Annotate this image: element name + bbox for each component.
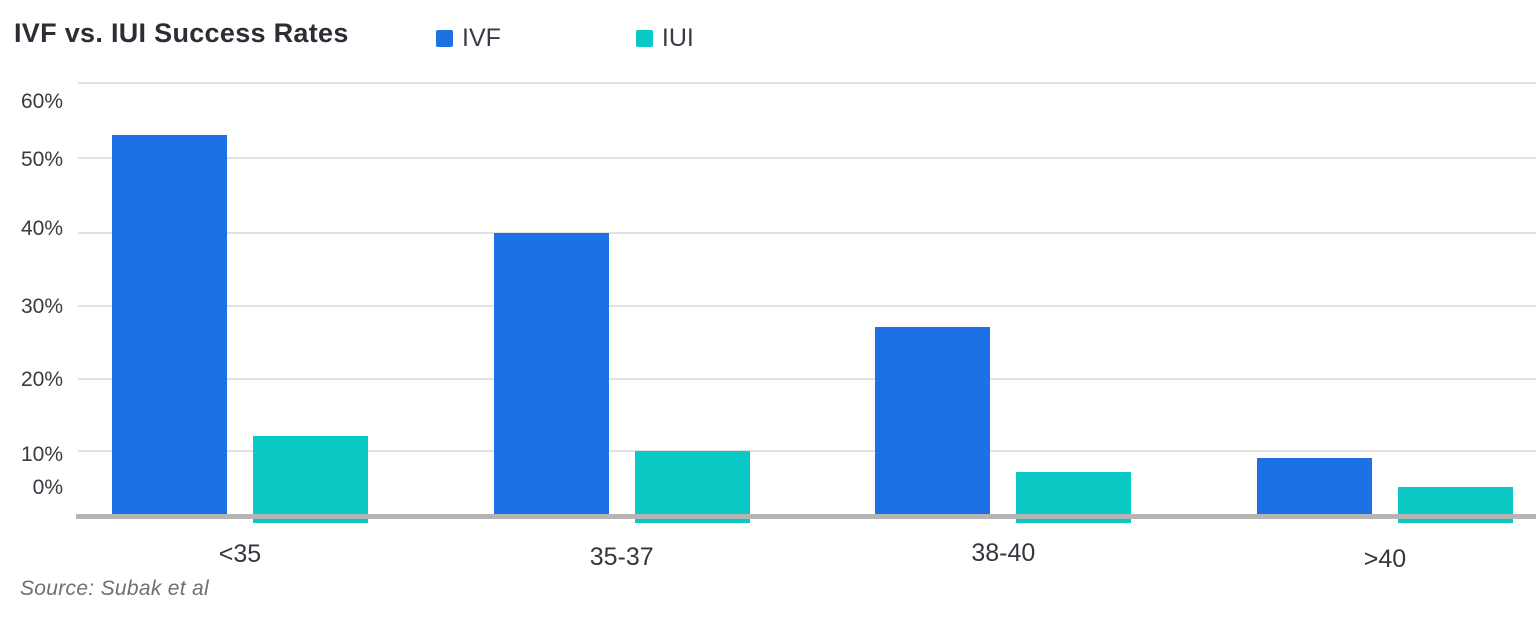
y-axis-tick-30: 30% bbox=[20, 295, 63, 318]
chart-title: IVF vs. IUI Success Rates bbox=[14, 18, 349, 48]
y-axis-tick-50: 50% bbox=[20, 148, 63, 171]
source-note: Source: Subak et al bbox=[20, 577, 209, 600]
gridline-20 bbox=[78, 378, 1536, 380]
y-axis-tick-20: 20% bbox=[20, 368, 63, 391]
iui-swatch-icon bbox=[635, 30, 653, 47]
bar-ivf-1 bbox=[493, 233, 609, 517]
bar-ivf-3 bbox=[1257, 457, 1372, 517]
x-axis-label-2: 38-40 bbox=[971, 539, 1036, 567]
bar-ivf-2 bbox=[875, 327, 991, 517]
x-axis-label-1: 35-37 bbox=[589, 542, 654, 571]
x-axis-label-0: <35 bbox=[218, 540, 262, 568]
x-axis-label-3: >40 bbox=[1363, 544, 1407, 573]
ivf-swatch-icon bbox=[436, 30, 453, 47]
gridline-60 bbox=[78, 82, 1536, 84]
bar-iui-0 bbox=[253, 436, 368, 523]
bar-iui-1 bbox=[634, 450, 750, 523]
legend: IVF IUI bbox=[436, 26, 807, 51]
gridline-10 bbox=[78, 450, 1536, 452]
x-axis-line bbox=[76, 514, 1536, 519]
legend-label-ivf: IVF bbox=[462, 24, 501, 52]
legend-item-ivf: IVF bbox=[436, 26, 501, 51]
y-axis-tick-40: 40% bbox=[20, 217, 63, 240]
gridline-30 bbox=[78, 305, 1536, 307]
gridline-40 bbox=[78, 232, 1536, 234]
bar-ivf-0 bbox=[112, 135, 227, 517]
legend-label-iui: IUI bbox=[661, 24, 694, 52]
y-axis-tick-0: 0% bbox=[32, 476, 63, 499]
gridline-50 bbox=[78, 157, 1536, 159]
legend-item-iui: IUI bbox=[635, 24, 694, 52]
y-axis-tick-10: 10% bbox=[20, 443, 63, 466]
y-axis-tick-60: 60% bbox=[20, 90, 63, 113]
